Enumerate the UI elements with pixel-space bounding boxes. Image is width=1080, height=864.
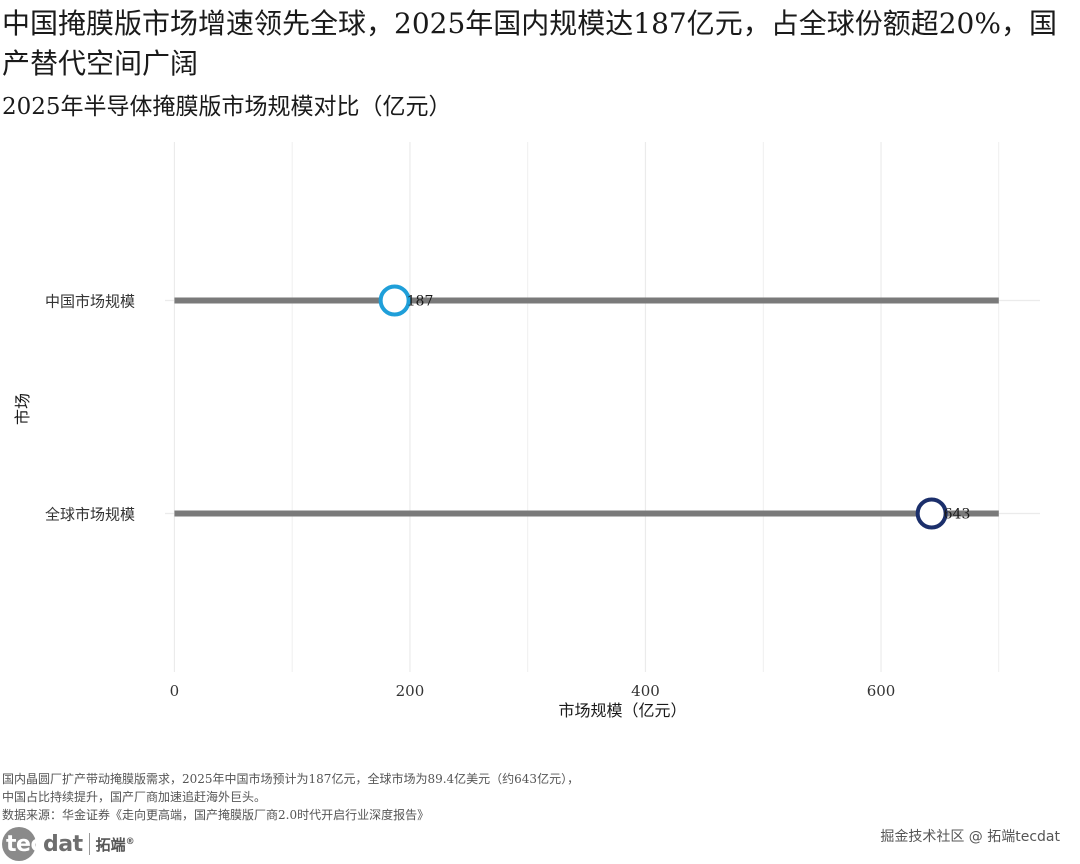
y-axis-title: 市场 xyxy=(13,393,32,425)
logo-badge-icon xyxy=(2,827,36,861)
tecdat-logo: tecdat 拓端® xyxy=(2,827,135,861)
y-tick-label: 全球市场规模 xyxy=(45,506,135,524)
data-label: 643 xyxy=(944,507,971,523)
caption-line: 国内晶圆厂扩产带动掩膜版需求，2025年中国市场预计为187亿元，全球市场为89… xyxy=(2,772,580,786)
dot-chart: 187 中国市场规模 643 全球市场规模 0 200 400 600 市场规模（亿元） 市场 xyxy=(13,142,1040,720)
x-tick-label: 400 xyxy=(631,682,660,700)
x-tick-label: 200 xyxy=(396,682,425,700)
caption-line: 数据来源：华金证券《走向更高端，国产掩膜版厂商2.0时代开启行业深度报告》 xyxy=(2,808,430,822)
x-tick-label: 0 xyxy=(170,682,180,700)
data-point xyxy=(378,284,411,317)
logo-cn-text: 拓端 xyxy=(95,835,126,854)
logo-tec: tec xyxy=(6,831,43,857)
logo-dat: dat xyxy=(42,831,83,857)
watermark: 掘金技术社区 @ 拓端tecdat xyxy=(880,829,1060,845)
caption-line: 中国占比持续提升，国产厂商加速追赶海外巨头。 xyxy=(2,790,267,804)
logo-cn: 拓端® xyxy=(96,834,135,855)
logo-divider xyxy=(88,833,90,855)
data-label: 187 xyxy=(407,294,434,310)
caption: 国内晶圆厂扩产带动掩膜版需求，2025年中国市场预计为187亿元，全球市场为89… xyxy=(2,770,579,824)
x-axis-title: 市场规模（亿元） xyxy=(558,701,686,720)
logo-wordmark: tecdat xyxy=(6,832,83,857)
logo-registered: ® xyxy=(125,836,135,847)
page-title: 中国掩膜版市场增速领先全球，2025年国内规模达187亿元，占全球份额超20%，… xyxy=(2,7,1057,80)
x-tick-label: 600 xyxy=(867,682,896,700)
y-tick-label: 中国市场规模 xyxy=(45,293,135,311)
chart-title: 2025年半导体掩膜版市场规模对比（亿元） xyxy=(2,94,452,120)
data-point xyxy=(915,497,948,530)
